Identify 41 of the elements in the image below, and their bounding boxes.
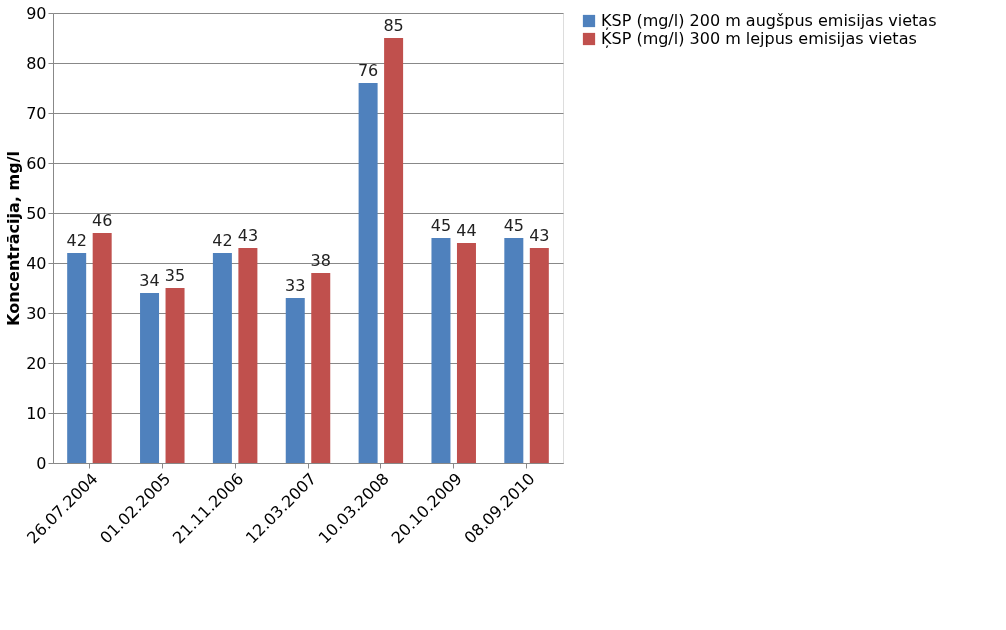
y-tick-label: 80 bbox=[26, 53, 47, 73]
y-tick-label: 60 bbox=[26, 153, 47, 173]
y-tick-label: 40 bbox=[26, 253, 47, 273]
data-label: 43 bbox=[529, 226, 550, 245]
bar bbox=[456, 243, 476, 463]
y-tick-label: 90 bbox=[26, 3, 47, 23]
data-label: 38 bbox=[310, 251, 331, 270]
data-label: 46 bbox=[92, 211, 113, 230]
data-label: 45 bbox=[430, 216, 452, 235]
bar bbox=[67, 253, 87, 463]
y-tick-label: 70 bbox=[26, 103, 47, 123]
y-tick-label: 50 bbox=[26, 203, 47, 223]
bar bbox=[285, 298, 305, 463]
data-label: 45 bbox=[503, 216, 524, 235]
bar bbox=[358, 83, 378, 463]
y-tick-label: 0 bbox=[36, 453, 47, 473]
bar bbox=[384, 38, 404, 463]
data-label: 85 bbox=[383, 16, 404, 35]
legend-label: ĶSP (mg/l) 200 m augšpus emisijas vietas bbox=[601, 11, 937, 30]
bar bbox=[212, 253, 232, 463]
bar bbox=[165, 288, 185, 463]
bar bbox=[504, 238, 524, 463]
bar bbox=[431, 238, 451, 463]
y-tick-label: 10 bbox=[26, 403, 47, 423]
y-tick-label: 30 bbox=[26, 303, 47, 323]
data-label: 44 bbox=[456, 221, 477, 240]
data-label: 42 bbox=[66, 231, 87, 250]
data-label: 33 bbox=[285, 276, 306, 295]
data-label: 76 bbox=[357, 61, 379, 80]
bar bbox=[238, 248, 258, 463]
bar bbox=[311, 273, 331, 463]
bar bbox=[529, 248, 549, 463]
bar bbox=[140, 293, 160, 463]
data-label: 34 bbox=[139, 271, 160, 290]
legend-label: ĶSP (mg/l) 300 m lejpus emisijas vietas bbox=[601, 29, 917, 48]
data-label: 35 bbox=[164, 266, 186, 285]
y-tick-label: 20 bbox=[26, 353, 47, 373]
data-label: 43 bbox=[237, 226, 259, 245]
bar bbox=[92, 233, 112, 463]
y-axis-title: Koncentrācija, mg/l bbox=[4, 151, 24, 326]
data-label: 42 bbox=[212, 231, 233, 250]
